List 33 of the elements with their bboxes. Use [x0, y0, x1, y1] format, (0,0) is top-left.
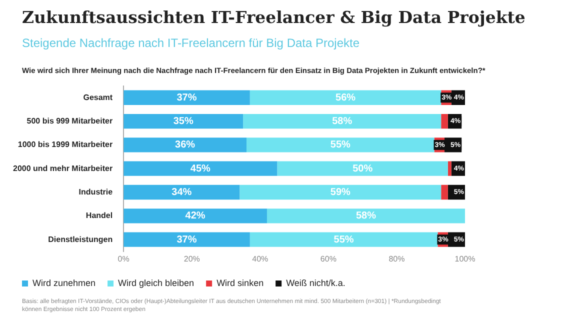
data-label: 50% — [352, 163, 373, 174]
chart-title: Zukunftsaussichten IT-Freelancer & Big Data Projekte — [22, 8, 526, 27]
y-tick-label: Gesamt — [83, 92, 113, 102]
data-label: 37% — [176, 92, 197, 104]
legend-label: Wird zunehmen — [32, 278, 96, 288]
data-label: 35% — [173, 116, 194, 128]
x-tick-label: 40% — [252, 254, 268, 264]
data-label: 37% — [176, 234, 197, 246]
chart-subtitle: Steigende Nachfrage nach IT-Freelancern für Big Data Projekte — [22, 36, 360, 50]
data-label: 58% — [356, 210, 376, 222]
data-label: 42% — [185, 210, 206, 222]
legend-label: Weiß nicht/k.a. — [286, 278, 346, 288]
data-label: 36% — [175, 140, 196, 151]
x-tick-label: 20% — [184, 254, 200, 264]
data-label: 56% — [335, 92, 356, 104]
y-tick-label: 1000 bis 1999 Mitarbeiter — [18, 140, 113, 150]
data-label: 58% — [332, 116, 352, 128]
x-tick-label: 60% — [320, 254, 336, 264]
data-label: 45% — [190, 163, 211, 174]
data-label: 34% — [172, 187, 192, 198]
data-label: 55% — [334, 234, 354, 246]
y-tick-label: Handel — [86, 211, 113, 220]
data-label: 59% — [330, 187, 350, 198]
legend-label: Wird gleich bleiben — [118, 278, 194, 288]
x-tick-label: 80% — [388, 254, 405, 264]
x-tick-label: 0% — [118, 254, 130, 264]
legend-label: Wird sinken — [216, 278, 264, 288]
y-tick-label: 2000 und mehr Mitarbeiter — [12, 164, 113, 173]
data-label: 55% — [330, 140, 350, 151]
y-tick-label: Industrie — [78, 187, 114, 196]
x-tick-label: 100% — [454, 254, 476, 264]
y-tick-label: Dienstleistungen — [48, 234, 113, 244]
y-tick-label: 500 bis 999 Mitarbeiter — [26, 116, 113, 126]
